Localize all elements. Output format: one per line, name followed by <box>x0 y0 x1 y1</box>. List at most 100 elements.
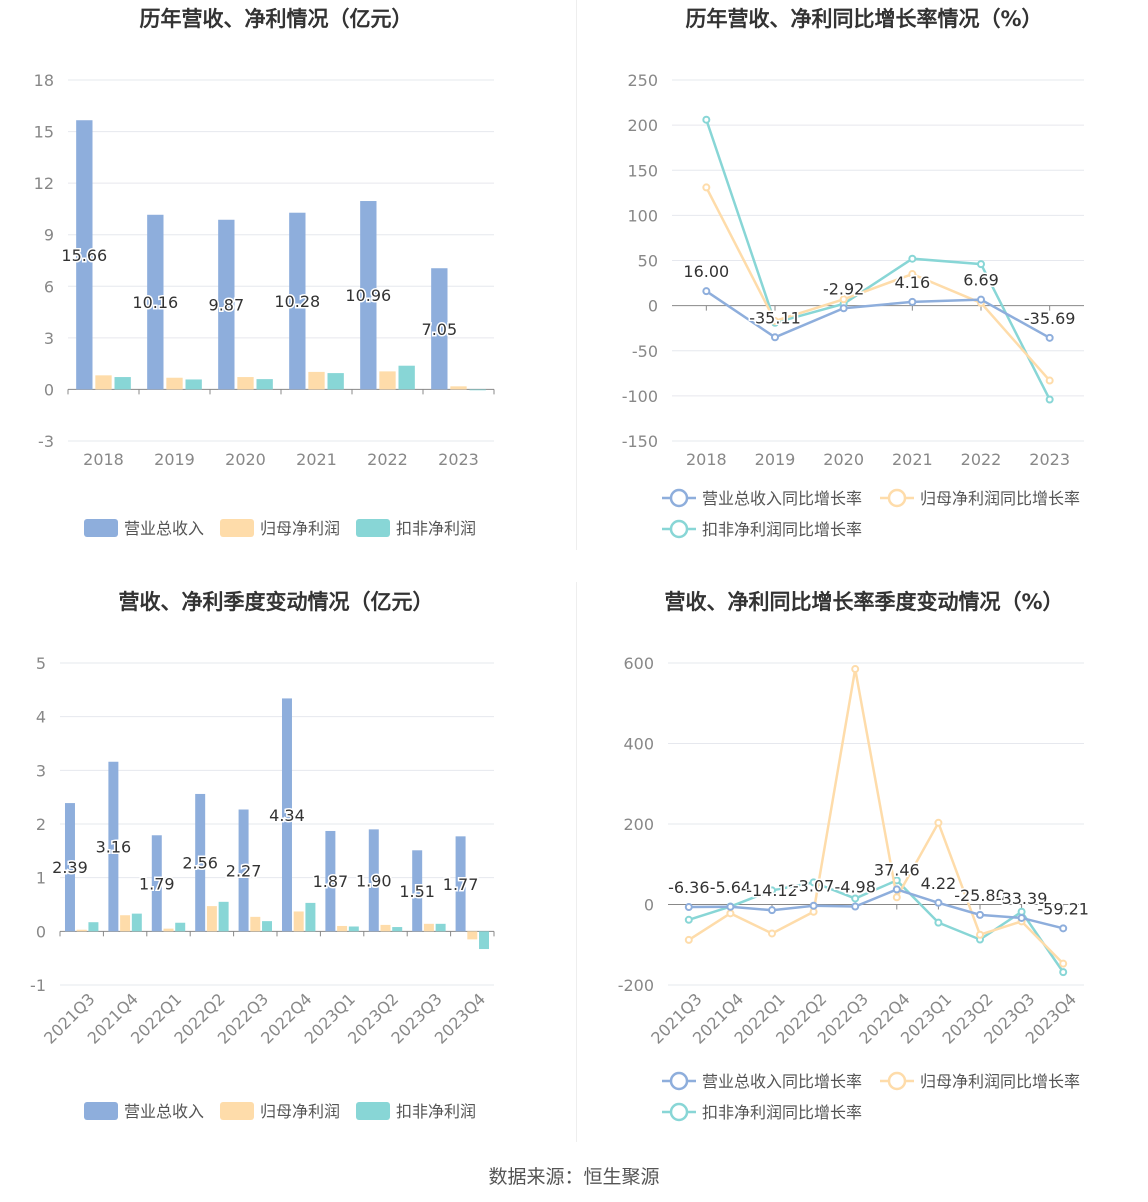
y-tick-label: -1 <box>30 976 46 995</box>
y-tick-label: -3 <box>38 432 54 451</box>
data-point <box>1017 913 1026 922</box>
chart-title: 营收、净利同比增长率季度变动情况（%） <box>664 590 1063 614</box>
y-tick-label: 4 <box>36 708 46 727</box>
chart-title: 历年营收、净利同比增长率情况（%） <box>685 7 1042 31</box>
legend-swatch <box>220 519 254 537</box>
data-point <box>684 903 693 912</box>
y-tick-label: 150 <box>627 161 658 180</box>
x-tick-label: 2020 <box>225 450 266 469</box>
y-tick-label: 1 <box>36 869 46 888</box>
data-label: 4.22 <box>921 874 957 893</box>
data-point <box>892 893 901 902</box>
data-point <box>977 295 985 304</box>
bar-revenue <box>281 698 292 932</box>
data-label: -6.36 <box>668 878 709 897</box>
y-tick-label: 100 <box>627 206 658 225</box>
bar-net-profit <box>308 371 325 390</box>
bar-net-profit <box>237 377 254 390</box>
chart-title: 营收、净利季度变动情况（亿元） <box>119 590 434 614</box>
series-line-deducted-profit <box>705 119 1051 401</box>
bar-revenue <box>64 803 75 932</box>
bar-net-profit <box>379 371 396 390</box>
data-label: 6.69 <box>963 271 999 290</box>
data-label: 7.05 <box>422 320 458 339</box>
bar-revenue <box>147 214 164 390</box>
data-label: 16.00 <box>683 262 729 281</box>
data-label: -5.64 <box>710 878 751 897</box>
data-label: 2.56 <box>182 854 218 873</box>
bar-deducted-profit <box>479 931 490 950</box>
bar-revenue <box>455 836 466 932</box>
data-point <box>1059 968 1068 977</box>
bar-net-profit <box>206 906 217 932</box>
data-point <box>934 918 943 927</box>
data-point <box>892 885 901 894</box>
quarterly-growth-chart: 营收、净利同比增长率季度变动情况（%）-20002004006002021Q32… <box>618 590 1091 1122</box>
y-tick-label: -150 <box>622 432 658 451</box>
y-tick-label: -100 <box>622 387 658 406</box>
data-point <box>684 935 693 944</box>
legend-label: 归母净利润 <box>260 519 340 538</box>
y-tick-label: 12 <box>34 174 54 193</box>
bar-net-profit <box>450 386 467 390</box>
x-tick-label: 2019 <box>755 450 796 469</box>
y-tick-label: 0 <box>644 896 654 915</box>
data-label: -2.92 <box>823 279 864 298</box>
data-label: 1.51 <box>399 882 435 901</box>
legend-marker <box>669 1102 689 1122</box>
y-tick-label: -200 <box>618 976 654 995</box>
annual-growth-chart: 历年营收、净利同比增长率情况（%） -150 -100 -50 0 50 100 150 200… <box>622 7 1084 539</box>
data-point <box>1045 333 1054 342</box>
bar-deducted-profit <box>185 379 202 390</box>
x-tick-label: 2022 <box>961 450 1002 469</box>
data-point <box>684 915 693 924</box>
bar-deducted-profit <box>469 389 486 391</box>
bar-revenue <box>368 829 379 932</box>
legend-label: 归母净利润同比增长率 <box>920 1072 1080 1091</box>
legend-label: 归母净利润 <box>260 1102 340 1121</box>
data-label: -4.98 <box>834 878 875 897</box>
bar-deducted-profit <box>256 379 273 390</box>
bar-revenue <box>431 268 448 390</box>
data-point <box>726 902 735 911</box>
series-line-revenue <box>688 888 1064 930</box>
y-tick-label: 3 <box>36 761 46 780</box>
panel-quarterly-growth: 营收、净利同比增长率季度变动情况（%） -200 0 200 400 600 2021Q3 2… <box>574 582 1148 1162</box>
panel-annual-growth: 历年营收、净利同比增长率情况（%） -150 -100 -50 0 50 100 150 200… <box>574 0 1148 580</box>
legend-marker <box>669 488 689 508</box>
legend-marker <box>887 488 907 508</box>
data-label: 37.46 <box>874 860 920 879</box>
bar-net-profit <box>76 929 87 932</box>
data-label: -3.07 <box>793 877 834 896</box>
y-tick-label: 0 <box>44 380 54 399</box>
y-tick-label: 5 <box>36 654 46 673</box>
data-label: 1.79 <box>139 874 175 893</box>
data-label: 1.77 <box>443 875 479 894</box>
data-point <box>702 183 711 192</box>
series-line-revenue <box>705 290 1051 339</box>
bar-revenue <box>360 201 377 390</box>
series-line-deducted-profit <box>688 878 1065 973</box>
bar-revenue <box>238 809 249 932</box>
panel-quarterly-amounts: 营收、净利季度变动情况（亿元） -1 0 1 2 3 4 5 2021Q3 2021Q4 2022Q… <box>0 582 574 1162</box>
legend-label: 扣非净利润 <box>396 1102 476 1121</box>
legend-swatch <box>356 519 390 537</box>
data-point <box>768 906 776 915</box>
panel-divider <box>576 0 577 550</box>
y-tick-label: 600 <box>623 654 654 673</box>
bar-deducted-profit <box>398 365 415 390</box>
legend-label: 扣非净利润 <box>396 519 476 538</box>
data-point <box>851 894 860 903</box>
bar-revenue <box>218 219 235 390</box>
legend-swatch <box>356 1102 390 1120</box>
legend-label: 扣非净利润同比增长率 <box>702 1103 862 1122</box>
x-tick-label: 2021 <box>892 450 933 469</box>
series-line-net-profit <box>705 186 1051 382</box>
data-point <box>908 297 917 306</box>
data-point <box>768 886 776 895</box>
y-tick-label: 200 <box>623 815 654 834</box>
bar-net-profit <box>337 925 348 932</box>
bar-revenue <box>108 761 119 932</box>
legend-label: 营业总收入 <box>124 519 204 538</box>
legend-marker <box>669 1071 689 1091</box>
